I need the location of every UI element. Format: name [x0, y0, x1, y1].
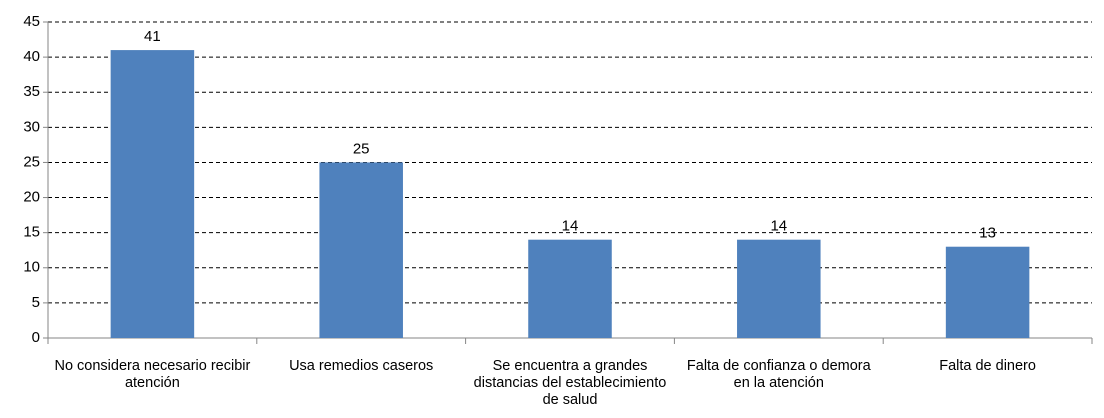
data-label: 14 — [562, 218, 579, 235]
x-tick-label: No considera necesario recibir atención — [54, 358, 251, 391]
data-label: 25 — [353, 140, 370, 157]
data-label: 13 — [979, 225, 996, 242]
bar — [528, 239, 612, 338]
y-tick-label: 40 — [23, 48, 40, 65]
y-tick-label: 20 — [23, 189, 40, 206]
y-tick-label: 45 — [23, 13, 40, 30]
bar — [945, 246, 1030, 338]
bar — [110, 50, 195, 338]
bar — [737, 239, 821, 338]
data-label: 41 — [144, 28, 161, 45]
y-tick-label: 15 — [23, 224, 40, 241]
y-tick-label: 10 — [23, 259, 40, 276]
y-tick-label: 0 — [32, 329, 40, 346]
bar — [319, 162, 403, 338]
y-tick-label: 35 — [23, 83, 40, 100]
y-tick-label: 25 — [23, 153, 40, 170]
data-label: 14 — [770, 218, 787, 235]
y-tick-label: 30 — [23, 118, 40, 135]
y-tick-label: 5 — [32, 294, 40, 311]
x-tick-label: Falta de confianza o demora en la atenci… — [686, 358, 871, 391]
x-tick-label: Falta de dinero — [939, 358, 1036, 374]
x-tick-label: Usa remedios caseros — [289, 358, 434, 374]
x-tick-label: Se encuentra a grandes distancias del es… — [473, 358, 667, 408]
